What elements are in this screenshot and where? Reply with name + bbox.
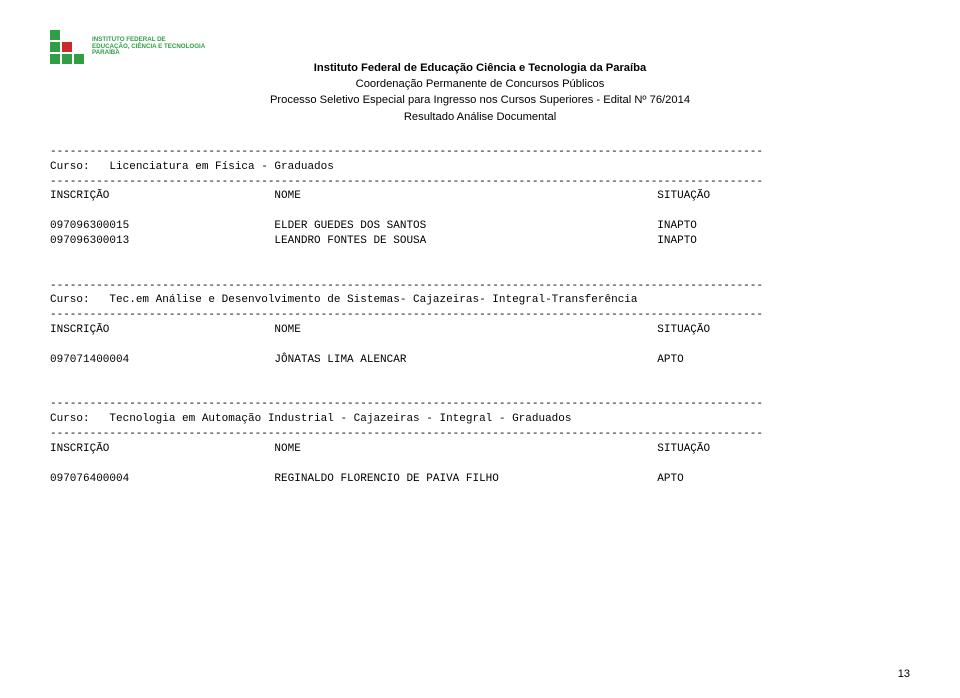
logo-text: INSTITUTO FEDERAL DE EDUCAÇÃO, CIÊNCIA E… xyxy=(92,37,205,57)
header-line-2: Coordenação Permanente de Concursos Públ… xyxy=(50,76,910,92)
listing-body: ----------------------------------------… xyxy=(50,145,910,486)
page-number: 13 xyxy=(898,668,910,680)
header-line-3: Processo Seletivo Especial para Ingresso… xyxy=(50,92,910,108)
institution-logo: INSTITUTO FEDERAL DE EDUCAÇÃO, CIÊNCIA E… xyxy=(50,30,205,64)
header-line-4: Resultado Análise Documental xyxy=(50,109,910,125)
document-header: Instituto Federal de Educação Ciência e … xyxy=(50,60,910,125)
logo-squares xyxy=(50,30,84,64)
